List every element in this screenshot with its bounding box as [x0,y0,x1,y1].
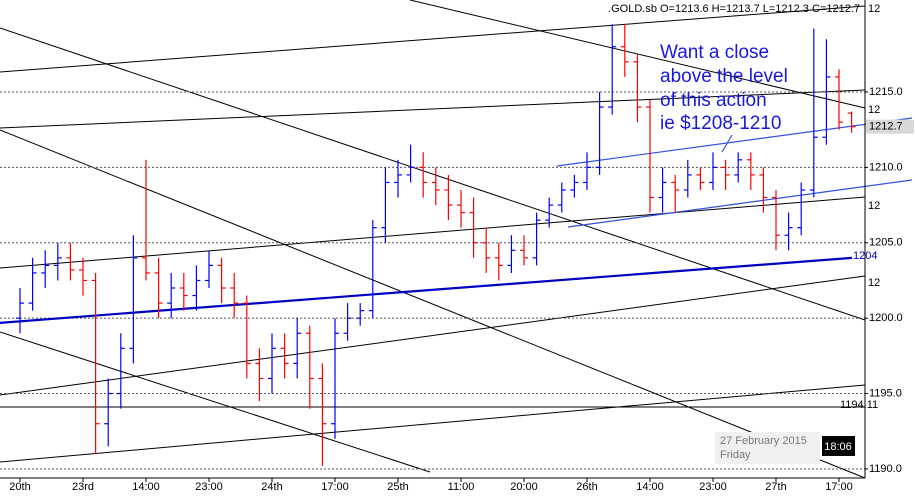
annotation: Want a close above the level of this act… [660,42,788,134]
x-tick-label: 25th [387,481,408,493]
line-label: 12 [868,3,880,15]
x-tick-label: 26th [576,481,597,493]
trend-line [0,5,866,73]
trend-line [0,27,866,321]
trend-line [0,331,431,473]
y-tick-label: 1200.0 [869,312,903,324]
price-box [866,119,914,134]
x-tick-label: 24th [261,481,282,493]
time: 18:06 [824,441,852,453]
date: 27 February 2015 [720,435,807,447]
x-tick-label: 17:00 [825,481,853,493]
trend-line [0,129,866,479]
x-tick-label: 14:00 [636,481,664,493]
date-box [715,432,820,464]
trend-line [0,196,866,269]
x-tick-label: 27th [765,481,786,493]
level-line [0,256,853,324]
annotation-line: above the level [660,66,788,87]
blue-trend-line [567,179,913,228]
current-price: 1212.7 [869,121,903,133]
time-box [822,436,855,456]
x-tick-label: 20:00 [510,481,538,493]
trend-line [409,0,866,109]
x-tick-label: 20th [9,481,30,493]
plot [0,24,865,470]
y-tick-label: 1215.0 [869,86,903,98]
level-label: 1204 [853,250,877,262]
blue-trend-line [556,117,913,167]
day: Friday [720,449,751,461]
level-label: 1194.11 [840,399,878,411]
line-label: 12 [868,200,880,212]
x-tick-label: 23rd [72,481,94,493]
y-tick-label: 1205.0 [869,237,903,249]
annotation-line: Want a close [660,42,769,63]
trend-line [0,275,866,396]
x-tick-label: 23:00 [195,481,223,493]
line-label: 12 [868,104,880,116]
y-tick-label: 1210.0 [869,161,903,173]
x-tick-label: 17:00 [321,481,349,493]
annotation-pointer [721,134,733,153]
y-tick-label: 1195.0 [869,387,902,399]
x-tick-label: 14:00 [132,481,160,493]
x-tick-label: 11:00 [448,481,475,493]
y-tick-label: 1190.0 [869,463,902,475]
line-label: 12 [868,277,880,289]
annotation-line: ie $1208-1210 [660,113,782,134]
annotation-line: of this action [660,90,767,111]
trend-line [0,89,866,129]
trend-lines [0,0,913,479]
header: .GOLD.sb O=1213.6 H=1213.7 L=1212.3 C=12… [608,3,860,15]
trend-line [0,384,866,463]
x-tick-label: 23:00 [699,481,727,493]
